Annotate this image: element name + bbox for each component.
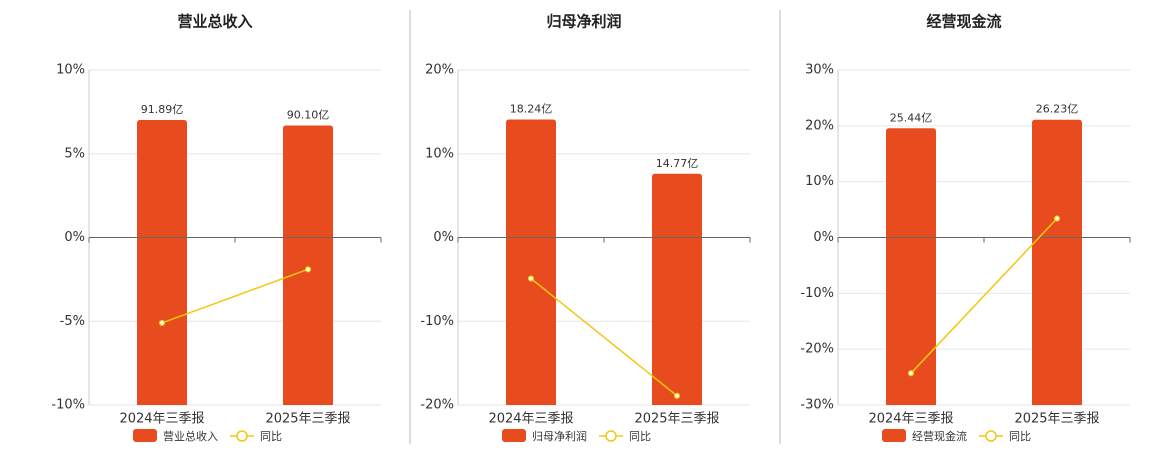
chart-title: 营业总收入 — [177, 13, 252, 31]
y-tick-label: -10% — [420, 314, 454, 329]
y-tick-label: -30% — [800, 398, 834, 413]
y-tick-label: 10% — [56, 63, 85, 78]
value-label: 90.10亿 — [287, 109, 330, 122]
x-tick-label: 2024年三季报 — [488, 412, 573, 427]
value-label: 91.89亿 — [141, 103, 184, 116]
bar — [506, 119, 556, 406]
line — [530, 277, 678, 397]
y-tick-label: 0% — [64, 230, 85, 245]
y-tick-label: 0% — [433, 230, 454, 245]
point — [673, 392, 681, 399]
y-tick-label: -10% — [800, 286, 834, 301]
bar — [283, 125, 333, 406]
legend-swatch — [502, 429, 526, 442]
legend-swatch — [133, 429, 157, 442]
y-tick-label: -20% — [420, 398, 454, 413]
legend-label: 同比 — [629, 430, 651, 443]
y-tick-label: -20% — [800, 342, 834, 357]
legend-swatch — [605, 430, 617, 442]
y-tick-label: -5% — [60, 314, 85, 329]
point — [1053, 215, 1061, 222]
y-tick-label: 20% — [805, 118, 834, 133]
legend-label: 经营现金流 — [912, 429, 967, 443]
x-tick-label: 2024年三季报 — [868, 412, 953, 427]
y-tick-label: 20% — [425, 63, 454, 78]
point — [907, 370, 915, 377]
bar — [137, 119, 187, 406]
y-tick-label: -10% — [51, 398, 85, 413]
value-label: 26.23亿 — [1036, 103, 1079, 116]
bar — [886, 128, 936, 405]
x-tick-label: 2025年三季报 — [634, 412, 719, 427]
bar — [1032, 119, 1082, 405]
y-tick-label: 10% — [805, 174, 834, 189]
y-tick-label: 0% — [813, 230, 834, 245]
x-tick-label: 2025年三季报 — [265, 412, 350, 427]
x-tick-label: 2024年三季报 — [119, 412, 204, 427]
legend-swatch — [236, 430, 248, 442]
bar — [652, 173, 702, 405]
y-tick-label: 5% — [64, 146, 85, 161]
value-label: 14.77亿 — [656, 157, 699, 170]
y-tick-label: 30% — [805, 63, 834, 78]
line — [910, 218, 1058, 374]
chart-title: 经营现金流 — [926, 13, 1001, 31]
value-label: 18.24亿 — [510, 102, 553, 115]
legend-swatch — [882, 429, 906, 442]
y-tick-label: 10% — [425, 146, 454, 161]
legend-label: 同比 — [1009, 430, 1031, 443]
point — [158, 319, 166, 327]
legend-label: 同比 — [260, 430, 282, 443]
legend-label: 营业总收入 — [163, 429, 218, 443]
point — [527, 275, 535, 282]
value-label: 25.44亿 — [890, 111, 933, 124]
line — [161, 268, 309, 324]
point — [304, 266, 312, 273]
x-tick-label: 2025年三季报 — [1014, 412, 1099, 427]
legend-swatch — [985, 430, 997, 442]
legend-label: 归母净利润 — [532, 429, 587, 443]
chart-title: 归母净利润 — [546, 13, 621, 31]
